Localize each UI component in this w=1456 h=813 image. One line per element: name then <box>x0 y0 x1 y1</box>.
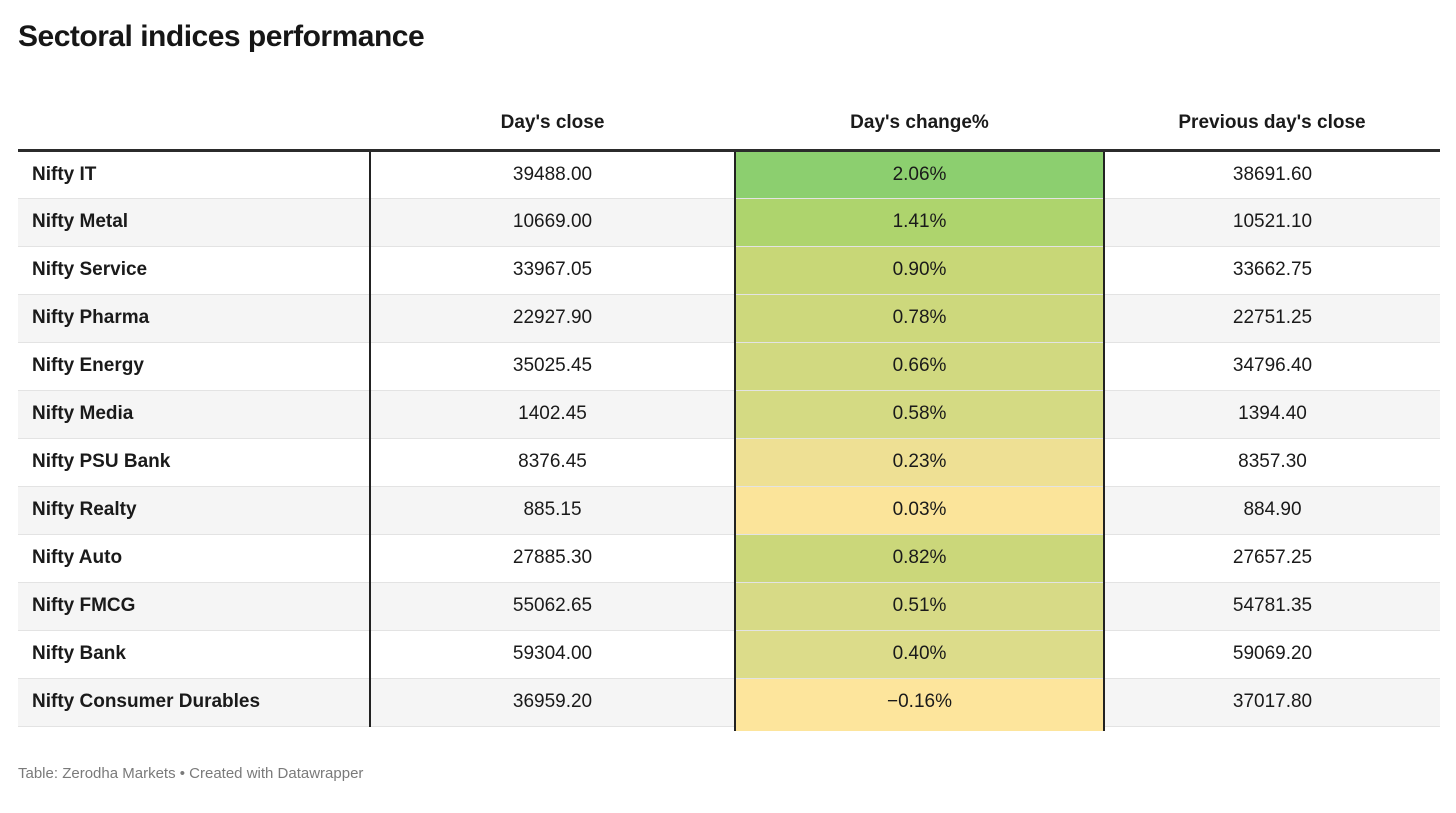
index-label: Nifty Energy <box>18 342 371 391</box>
days-close-cell: 22927.90 <box>370 294 735 343</box>
days-change-cell: 0.90% <box>734 246 1105 295</box>
source-attribution: Table: Zerodha Markets • Created with Da… <box>18 764 364 782</box>
table-header: Day's close Day's change% Previous day's… <box>18 69 1440 152</box>
days-close-cell: 1402.45 <box>370 390 735 439</box>
days-close-cell: 55062.65 <box>370 582 735 631</box>
previous-days-close-cell: 33662.75 <box>1104 246 1440 295</box>
index-label: Nifty Auto <box>18 534 371 583</box>
days-change-cell: −0.16% <box>734 678 1106 730</box>
days-change-cell: 1.41% <box>734 198 1105 247</box>
column-header-previous-days-close: Previous day's close <box>1104 69 1440 152</box>
table-row: Nifty FMCG 55062.65 0.51% 54781.35 <box>18 582 1440 631</box>
days-change-cell: 0.82% <box>734 534 1105 583</box>
days-change-cell: 0.03% <box>734 486 1105 535</box>
days-close-cell: 27885.30 <box>370 534 735 583</box>
days-close-cell: 885.15 <box>370 486 735 535</box>
index-label: Nifty Media <box>18 390 371 439</box>
days-close-cell: 33967.05 <box>370 246 735 295</box>
index-label: Nifty Realty <box>18 486 371 535</box>
table-row: Nifty Energy 35025.45 0.66% 34796.40 <box>18 342 1440 391</box>
previous-days-close-cell: 1394.40 <box>1104 390 1440 439</box>
days-close-cell: 39488.00 <box>370 150 735 199</box>
table-row: Nifty Service 33967.05 0.90% 33662.75 <box>18 246 1440 295</box>
days-close-cell: 35025.45 <box>370 342 735 391</box>
previous-days-close-cell: 8357.30 <box>1104 438 1440 487</box>
previous-days-close-cell: 54781.35 <box>1104 582 1440 631</box>
days-close-cell: 59304.00 <box>370 630 735 679</box>
table-row: Nifty Pharma 22927.90 0.78% 22751.25 <box>18 294 1440 343</box>
column-header-days-change: Day's change% <box>735 69 1104 152</box>
page-title: Sectoral indices performance <box>18 20 425 53</box>
index-label: Nifty IT <box>18 150 371 199</box>
table-row: Nifty Metal 10669.00 1.41% 10521.10 <box>18 198 1440 247</box>
index-label: Nifty Consumer Durables <box>18 678 371 727</box>
previous-days-close-cell: 27657.25 <box>1104 534 1440 583</box>
previous-days-close-cell: 22751.25 <box>1104 294 1440 343</box>
index-label: Nifty Pharma <box>18 294 371 343</box>
index-label: Nifty Service <box>18 246 371 295</box>
index-label: Nifty FMCG <box>18 582 371 631</box>
sectoral-indices-table: Day's close Day's change% Previous day's… <box>18 69 1440 730</box>
previous-days-close-cell: 37017.80 <box>1104 678 1440 727</box>
table-row: Nifty PSU Bank 8376.45 0.23% 8357.30 <box>18 438 1440 487</box>
index-label: Nifty Bank <box>18 630 371 679</box>
previous-days-close-cell: 10521.10 <box>1104 198 1440 247</box>
days-change-cell: 2.06% <box>734 150 1105 199</box>
days-change-cell: 0.66% <box>734 342 1105 391</box>
table-row: Nifty Bank 59304.00 0.40% 59069.20 <box>18 630 1440 679</box>
table-row: Nifty Realty 885.15 0.03% 884.90 <box>18 486 1440 535</box>
table-row: Nifty Consumer Durables 36959.20 −0.16% 370… <box>18 678 1440 730</box>
days-change-cell: 0.78% <box>734 294 1105 343</box>
previous-days-close-cell: 884.90 <box>1104 486 1440 535</box>
table-row: Nifty Media 1402.45 0.58% 1394.40 <box>18 390 1440 439</box>
previous-days-close-cell: 34796.40 <box>1104 342 1440 391</box>
previous-days-close-cell: 38691.60 <box>1104 150 1440 199</box>
page: Sectoral indices performance Day's close… <box>18 20 1440 782</box>
index-label: Nifty Metal <box>18 198 371 247</box>
days-close-cell: 36959.20 <box>370 678 735 727</box>
days-change-cell: 0.40% <box>734 630 1105 679</box>
table-row: Nifty IT 39488.00 2.06% 38691.60 <box>18 150 1440 199</box>
index-label: Nifty PSU Bank <box>18 438 371 487</box>
previous-days-close-cell: 59069.20 <box>1104 630 1440 679</box>
column-header-days-close: Day's close <box>370 69 735 152</box>
days-close-cell: 8376.45 <box>370 438 735 487</box>
table-body: Nifty IT 39488.00 2.06% 38691.60 Nifty Metal… <box>18 150 1440 730</box>
column-header-label <box>18 69 370 152</box>
days-close-cell: 10669.00 <box>370 198 735 247</box>
days-change-cell: 0.23% <box>734 438 1105 487</box>
table-row: Nifty Auto 27885.30 0.82% 27657.25 <box>18 534 1440 583</box>
days-change-cell: 0.51% <box>734 582 1105 631</box>
days-change-cell: 0.58% <box>734 390 1105 439</box>
